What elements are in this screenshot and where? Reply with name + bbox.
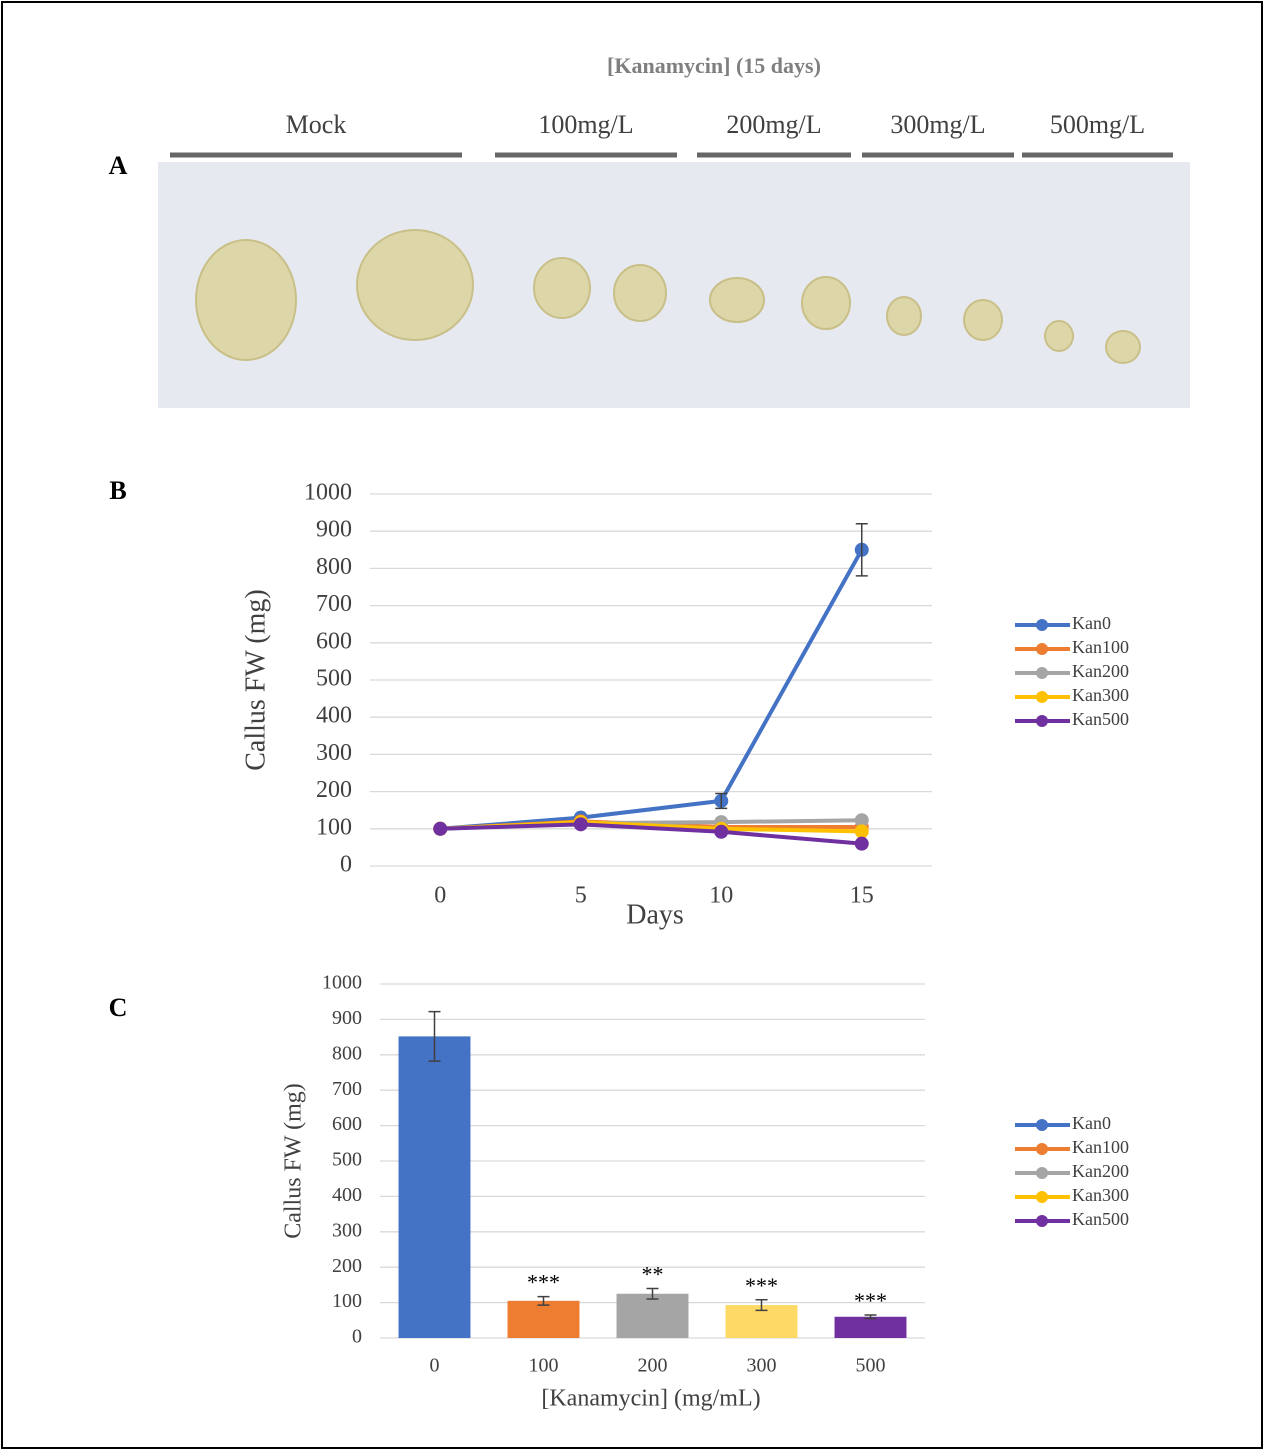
callus	[964, 300, 1002, 340]
significance: **	[642, 1261, 664, 1286]
panel-label: C	[109, 993, 128, 1022]
callus	[1106, 331, 1140, 363]
panel-label: A	[109, 151, 128, 180]
legend-marker	[1036, 691, 1048, 703]
y-tick-label: 900	[332, 1007, 362, 1029]
y-tick-label: 800	[332, 1042, 362, 1064]
y-axis-label: Callus FW (mg)	[281, 1083, 307, 1239]
callus	[196, 240, 296, 360]
legend-label: Kan0	[1072, 613, 1111, 633]
photo	[158, 162, 1190, 408]
callus	[614, 265, 666, 321]
callus	[802, 277, 850, 329]
y-tick-label: 300	[316, 740, 352, 766]
x-tick-label: 0	[434, 883, 446, 909]
legend-marker	[1036, 1119, 1048, 1131]
y-tick-label: 600	[332, 1113, 362, 1135]
legend-label: Kan100	[1072, 637, 1129, 657]
legend-label: Kan100	[1072, 1137, 1129, 1157]
legend-marker	[1036, 1143, 1048, 1155]
point	[855, 837, 869, 851]
y-tick-label: 600	[316, 628, 352, 654]
significance: ***	[527, 1270, 560, 1295]
group-label: 200mg/L	[726, 110, 821, 139]
y-tick-label: 300	[332, 1219, 362, 1241]
figure: [Kanamycin] (15 days) A B C Mock 100mg/L 200m…	[0, 0, 1265, 1450]
callus	[887, 297, 921, 335]
photo-title: [Kanamycin] (15 days)	[607, 53, 821, 78]
panel-label: B	[109, 476, 126, 505]
x-tick-label: 10	[709, 883, 733, 909]
x-tick-label: 300	[747, 1355, 777, 1377]
y-tick-label: 1000	[304, 480, 352, 506]
legend-marker	[1036, 1167, 1048, 1179]
x-axis-label: [Kanamycin] (mg/mL)	[541, 1386, 760, 1412]
y-tick-label: 1000	[322, 972, 362, 994]
legend-label: Kan200	[1072, 1161, 1129, 1181]
legend-label: Kan200	[1072, 661, 1129, 681]
point	[574, 817, 588, 831]
legend-label: Kan300	[1072, 1185, 1129, 1205]
group-label: Mock	[286, 110, 347, 139]
legend-label: Kan500	[1072, 709, 1129, 729]
group-label: 300mg/L	[890, 110, 985, 139]
x-tick-label: 5	[575, 883, 587, 909]
point	[855, 824, 869, 838]
y-tick-label: 900	[316, 517, 352, 543]
legend-label: Kan300	[1072, 685, 1129, 705]
y-tick-label: 700	[332, 1078, 362, 1100]
significance: ***	[854, 1288, 887, 1313]
legend-marker	[1036, 1191, 1048, 1203]
y-tick-label: 200	[316, 777, 352, 803]
legend-marker	[1036, 619, 1048, 631]
bar	[617, 1294, 689, 1338]
legend-label: Kan0	[1072, 1113, 1111, 1133]
point	[714, 825, 728, 839]
x-tick-label: 100	[529, 1355, 559, 1377]
y-tick-label: 400	[332, 1184, 362, 1206]
y-tick-label: 500	[332, 1149, 362, 1171]
x-tick-label: 500	[856, 1355, 886, 1377]
y-tick-label: 200	[332, 1255, 362, 1277]
y-tick-label: 0	[340, 852, 352, 878]
y-tick-label: 400	[316, 703, 352, 729]
group-label: 500mg/L	[1050, 110, 1145, 139]
legend-marker	[1036, 643, 1048, 655]
bar	[508, 1301, 580, 1338]
point	[433, 822, 447, 836]
y-tick-label: 0	[352, 1326, 362, 1348]
group-label: 100mg/L	[538, 110, 633, 139]
bar	[835, 1317, 907, 1338]
x-tick-label: 200	[638, 1355, 668, 1377]
y-axis-label: Callus FW (mg)	[240, 589, 271, 770]
legend-marker	[1036, 1215, 1048, 1227]
callus	[1045, 321, 1073, 351]
significance: ***	[745, 1273, 778, 1298]
legend-label: Kan500	[1072, 1209, 1129, 1229]
legend-marker	[1036, 715, 1048, 727]
callus	[710, 278, 764, 322]
bar	[399, 1036, 471, 1338]
y-tick-label: 100	[316, 814, 352, 840]
y-tick-label: 100	[332, 1290, 362, 1312]
y-tick-label: 800	[316, 554, 352, 580]
y-tick-label: 500	[316, 666, 352, 692]
x-tick-label: 0	[430, 1355, 440, 1377]
photo-background	[158, 162, 1190, 408]
callus	[357, 230, 473, 340]
callus	[534, 258, 590, 318]
legend-marker	[1036, 667, 1048, 679]
x-axis-label: Days	[626, 899, 684, 930]
x-tick-label: 15	[850, 883, 874, 909]
y-tick-label: 700	[316, 591, 352, 617]
